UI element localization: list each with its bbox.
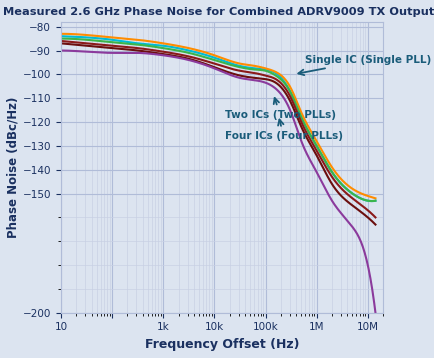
Y-axis label: Phase Noise (dBc/Hz): Phase Noise (dBc/Hz)	[7, 97, 20, 238]
Text: Four ICs (Four PLLs): Four ICs (Four PLLs)	[224, 120, 342, 141]
Text: Single IC (Single PLL): Single IC (Single PLL)	[298, 55, 431, 75]
X-axis label: Frequency Offset (Hz): Frequency Offset (Hz)	[145, 338, 299, 351]
Title: Measured 2.6 GHz Phase Noise for Combined ADRV9009 TX Outputs: Measured 2.6 GHz Phase Noise for Combine…	[3, 7, 434, 17]
Text: Two ICs (Two PLLs): Two ICs (Two PLLs)	[224, 98, 335, 120]
